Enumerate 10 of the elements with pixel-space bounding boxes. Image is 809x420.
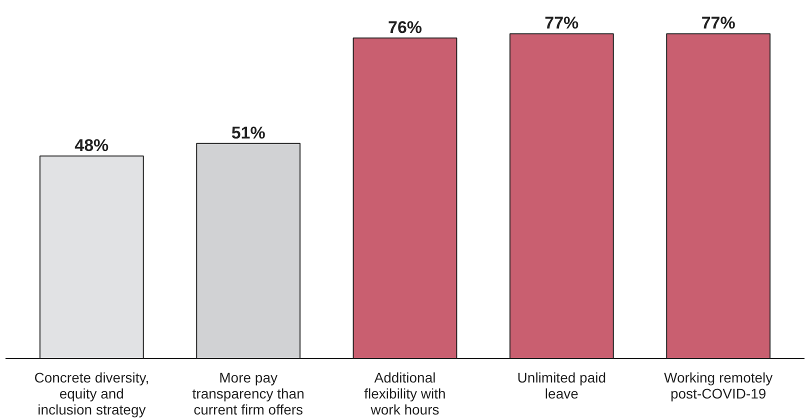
data-label: 51% bbox=[231, 123, 266, 142]
x-tick-label: Additional flexibility with work hours bbox=[364, 370, 446, 418]
data-label: 77% bbox=[701, 14, 736, 33]
x-tick-label: More pay transparency than current firm offers bbox=[192, 370, 304, 418]
data-label: 76% bbox=[388, 18, 422, 37]
data-label: 77% bbox=[544, 14, 579, 33]
data-label: 48% bbox=[74, 136, 109, 156]
x-tick-label: Working remotely post-COVID-19 bbox=[664, 370, 773, 402]
x-tick-label: Concrete diversity, equity and inclusion strategy bbox=[34, 370, 150, 418]
x-tick-label: Unlimited paid leave bbox=[517, 370, 606, 402]
